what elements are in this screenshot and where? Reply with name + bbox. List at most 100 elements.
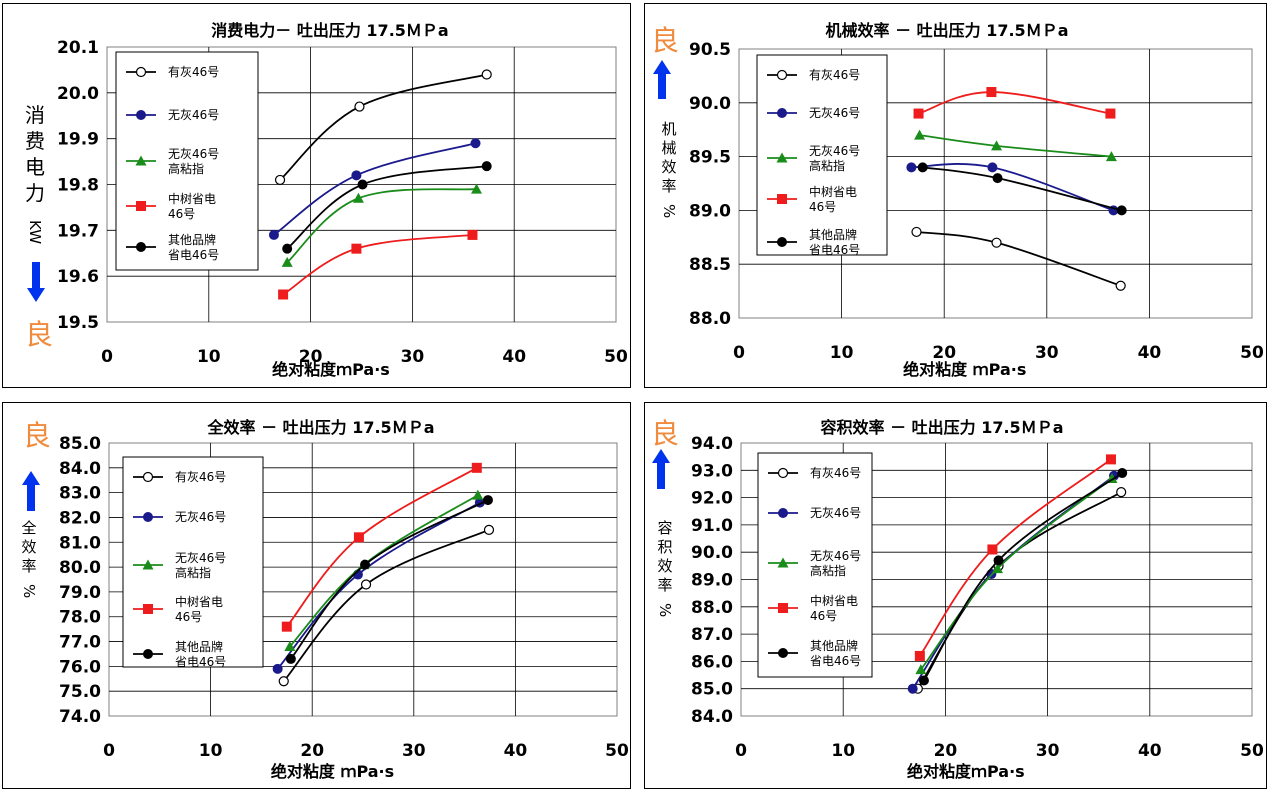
y-axis-unit: KW (26, 220, 44, 244)
svg-text:容: 容 (657, 519, 672, 537)
data-point (272, 663, 283, 674)
legend-marker (136, 201, 146, 211)
y-tick-label: 20.1 (57, 38, 99, 58)
data-point (471, 462, 482, 473)
legend-label: 省电46号 (810, 654, 861, 668)
y-tick-label: 90.5 (689, 40, 731, 60)
svg-text:机: 机 (661, 120, 676, 138)
legend-label: 46号 (168, 207, 195, 221)
x-tick-label: 40 (504, 741, 528, 761)
x-tick-label: 40 (1138, 343, 1162, 363)
legend-label: 其他品牌 (168, 233, 216, 247)
legend-marker (143, 512, 153, 522)
legend-label: 46号 (810, 609, 837, 623)
data-point (991, 237, 1002, 248)
y-tick-label: 87.0 (691, 625, 733, 645)
x-tick-label: 50 (605, 741, 629, 761)
legend-label: 中树省电 (809, 184, 857, 199)
y-axis-label: 容积效率% (656, 519, 674, 617)
series-5 (285, 495, 493, 664)
legend-entry: 有灰46号 (767, 68, 860, 82)
legend-marker (777, 194, 787, 204)
y-axis-label: 消费电力 KW (25, 103, 45, 244)
data-point (914, 650, 925, 661)
legend-label: 有灰46号 (809, 68, 860, 82)
data-point (357, 179, 368, 190)
x-tick-label: 10 (199, 741, 223, 761)
chart-panel-total-efficiency: 74.0 75.0 76.0 77.0 78.0 79.0 80.0 81.0 82.0 83.0… (2, 402, 631, 789)
data-point (353, 532, 364, 543)
y-tick-label: 84.0 (59, 459, 101, 479)
legend-label: 46号 (809, 200, 836, 214)
x-tick-label: 50 (1240, 343, 1264, 363)
svg-text:力: 力 (25, 181, 45, 205)
data-point (360, 559, 371, 570)
legend-marker (136, 242, 146, 252)
data-point (1115, 280, 1126, 291)
x-tick-label: 10 (831, 741, 855, 761)
good-label: 良 (651, 417, 679, 450)
svg-text:费: 费 (25, 129, 45, 153)
legend-label: 无灰46号 (168, 147, 219, 161)
x-tick-label: 10 (197, 347, 221, 367)
legend-label: 有灰46号 (175, 470, 226, 484)
data-point (991, 140, 1003, 151)
y-tick-label: 81.0 (59, 533, 101, 553)
legend-marker (142, 471, 154, 483)
data-point (987, 544, 998, 555)
arrow-down-icon (27, 262, 45, 302)
legend-marker (143, 649, 153, 659)
legend-label: 其他品牌 (175, 640, 223, 654)
data-point (1116, 205, 1127, 216)
y-tick-label: 19.7 (57, 221, 99, 241)
legend-label: 高粘指 (175, 565, 211, 580)
series-3 (281, 183, 483, 267)
svg-text:积: 积 (657, 538, 672, 556)
y-axis-unit: % (656, 603, 674, 617)
y-tick-label: 19.8 (57, 176, 99, 196)
data-point (471, 183, 483, 194)
series-2 (268, 138, 481, 240)
good-label: 良 (23, 419, 51, 452)
y-tick-label: 88.0 (691, 598, 733, 618)
y-tick-label: 79.0 (59, 583, 101, 603)
legend-label: 无灰46号 (175, 510, 226, 524)
x-tick-label: 50 (1240, 741, 1264, 761)
data-point (911, 226, 922, 238)
legend-marker (777, 467, 789, 479)
y-tick-label: 77.0 (59, 633, 101, 653)
data-point (1105, 454, 1116, 465)
legend-label: 无灰46号 (168, 108, 219, 122)
legend-label: 无灰46号 (175, 551, 226, 565)
series-3 (915, 472, 1118, 675)
data-point (467, 229, 478, 240)
data-point (352, 192, 364, 203)
data-point (913, 108, 924, 119)
arrow-up-icon (22, 471, 40, 511)
y-tick-label: 90.0 (689, 94, 731, 114)
y-tick-label: 89.0 (691, 571, 733, 591)
data-point (360, 579, 372, 590)
y-tick-label: 75.0 (59, 682, 101, 702)
chart-svg: 74.0 75.0 76.0 77.0 78.0 79.0 80.0 81.0 82.0 83.0… (20, 418, 629, 781)
x-tick-label: 30 (402, 741, 426, 761)
data-point (278, 289, 289, 300)
svg-text:消: 消 (25, 103, 45, 127)
y-tick-label: 89.0 (689, 201, 731, 221)
y-tick-label: 78.0 (59, 608, 101, 628)
legend-marker (777, 108, 787, 118)
legend-label: 无灰46号 (809, 106, 860, 120)
y-axis-label: 机械效率% (660, 120, 678, 218)
data-point (278, 676, 289, 687)
data-point (1105, 108, 1116, 119)
y-tick-label: 74.0 (59, 707, 101, 727)
svg-text:效: 效 (21, 538, 36, 556)
data-point (481, 161, 492, 172)
y-tick-label: 88.5 (689, 255, 731, 275)
y-tick-label: 85.0 (59, 434, 101, 454)
data-point (1105, 151, 1117, 162)
